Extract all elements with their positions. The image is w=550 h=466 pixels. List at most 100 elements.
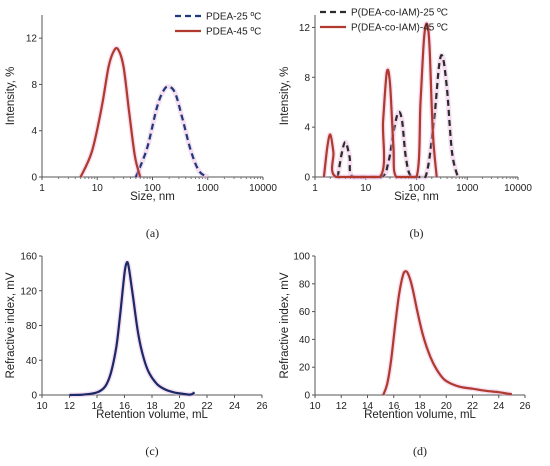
series-line [382, 270, 513, 396]
data-point [333, 151, 335, 153]
chart-panel-0: 0 4 8 12 1 10 100 1000 10000 Size, nm Intensity, %… [5, 12, 277, 241]
y-axis-label: Refractive index, mV [5, 272, 17, 378]
data-point [190, 151, 192, 153]
x-tick-label: 12 [64, 401, 76, 412]
data-point [108, 66, 110, 68]
y-tick-label: 12 [299, 23, 311, 34]
y-tick-label: 0 [31, 173, 37, 184]
x-tick-label: 20 [441, 401, 453, 412]
data-point [398, 294, 400, 296]
x-tick-label: 10 [309, 401, 321, 412]
data-point [124, 273, 126, 275]
y-tick-label: 100 [293, 252, 310, 263]
data-point [110, 372, 112, 374]
data-point [117, 49, 119, 51]
data-point [416, 176, 418, 178]
data-point [143, 358, 145, 360]
data-point [132, 294, 134, 296]
data-point [345, 141, 347, 143]
data-point [382, 394, 384, 396]
data-point [341, 151, 343, 153]
data-point [442, 57, 444, 59]
data-point [207, 176, 209, 178]
data-point [436, 176, 438, 178]
data-point [135, 176, 137, 178]
data-point [190, 394, 192, 396]
x-axis-label: Size, nm [394, 191, 439, 203]
data-point [389, 83, 391, 85]
data-point [173, 392, 175, 394]
y-tick-label: 80 [299, 279, 311, 290]
y-tick-label: 0 [304, 391, 310, 402]
data-point [402, 275, 404, 277]
panel-label: (a) [146, 226, 159, 240]
x-tick-label: 10 [36, 401, 48, 412]
data-point [113, 50, 115, 52]
y-tick-label: 20 [299, 363, 311, 374]
x-tick-label: 10 [92, 183, 104, 194]
data-point [156, 107, 158, 109]
data-point [128, 266, 130, 268]
x-tick-label: 14 [362, 401, 374, 412]
chart-panel-2: 0 40 80 120 160 10 12 14 16 18 20 22 24 26 Retention v… [5, 252, 268, 459]
series-line [134, 85, 209, 178]
y-tick-label: 8 [31, 80, 37, 91]
data-point [126, 262, 128, 264]
y-tick-label: 4 [31, 126, 37, 137]
data-point [420, 101, 422, 103]
series-line [69, 261, 196, 397]
data-point [498, 391, 500, 393]
x-tick-label: 16 [388, 401, 400, 412]
legend-label: PDEA-45 ºC [206, 27, 261, 38]
data-point [82, 394, 84, 396]
data-point [96, 392, 98, 394]
data-point [390, 359, 392, 361]
data-point [459, 386, 461, 388]
x-tick-label: 18 [414, 401, 426, 412]
y-tick-label: 40 [299, 335, 311, 346]
data-point [386, 383, 388, 385]
data-point [445, 380, 447, 382]
data-point [120, 312, 122, 314]
data-point [128, 113, 130, 115]
data-point [446, 89, 448, 91]
data-point [101, 107, 103, 109]
x-tick-label: 22 [201, 401, 213, 412]
data-point [349, 156, 351, 158]
x-tick-label: 20 [174, 401, 186, 412]
data-point [323, 176, 325, 178]
x-tick-label: 14 [91, 401, 103, 412]
data-point [439, 373, 441, 375]
x-axis-label: Retention volume, mL [364, 409, 476, 421]
x-tick-label: 24 [229, 401, 241, 412]
data-point [80, 176, 82, 178]
chart-panel-1: 0 4 8 12 1 10 100 1000 10000 Size, nm Intensity, %… [279, 8, 532, 241]
data-point [411, 286, 413, 288]
data-point [329, 134, 331, 136]
data-point [396, 176, 398, 178]
data-point [139, 176, 141, 178]
series-line [322, 22, 438, 179]
data-point [382, 120, 384, 122]
data-point [386, 72, 388, 74]
data-point [194, 392, 196, 394]
x-tick-label: 100 [408, 183, 425, 194]
y-tick-label: 40 [26, 356, 38, 367]
y-tick-label: 4 [304, 123, 310, 134]
y-axis-label: Refractive index, mV [279, 272, 291, 378]
y-tick-label: 80 [26, 321, 38, 332]
panel-label: (d) [413, 444, 427, 458]
data-point [123, 66, 125, 68]
data-point [157, 384, 159, 386]
data-point [335, 176, 337, 178]
data-point [134, 155, 136, 157]
x-tick-label: 1 [312, 183, 318, 194]
legend-label: P(DEA-co-IAM)-25 ºC [351, 8, 448, 19]
series-glow [133, 84, 210, 180]
x-tick-label: 26 [256, 401, 268, 412]
x-tick-label: 10000 [249, 183, 277, 194]
data-point [198, 170, 200, 172]
data-point [423, 39, 425, 41]
data-point [429, 45, 431, 47]
